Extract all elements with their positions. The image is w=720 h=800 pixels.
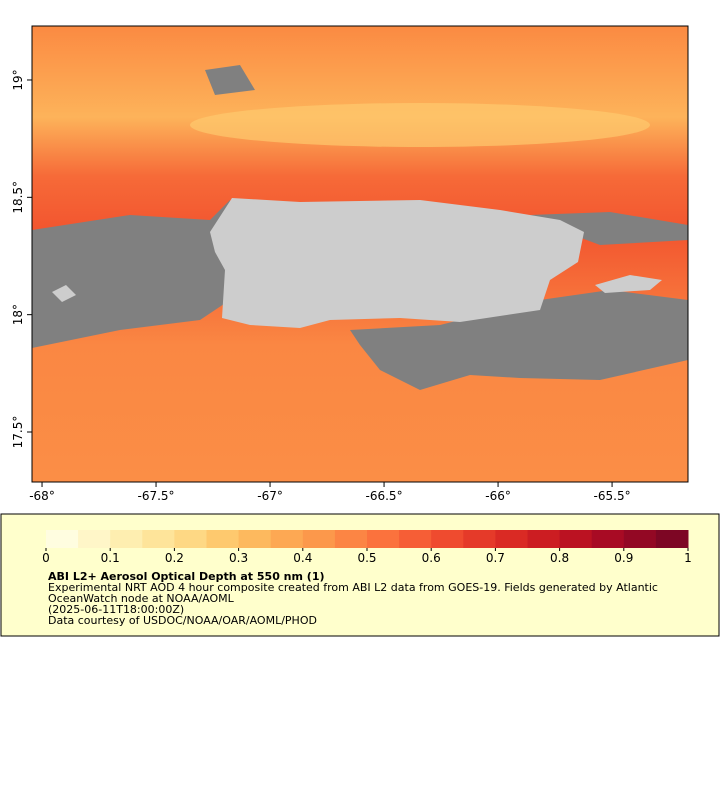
colorbar-segment [367,530,400,548]
colorbar-segment [270,530,304,548]
y-tick-label: 18.5° [11,181,25,214]
colorbar-segment [46,530,79,548]
colorbar-segment [591,530,625,548]
colorbar-segment [334,530,368,548]
colorbar-segment [655,530,689,548]
y-tick-label: 19° [11,69,25,90]
colorbar-segment [302,530,336,548]
colorbar-tick-label: 0.2 [165,551,184,565]
cloud-mask [350,290,688,390]
colorbar-segment [495,530,528,548]
low-aod-band [190,103,650,147]
colorbar-tick-label: 0.5 [357,551,376,565]
y-tick-label: 17.5° [11,416,25,449]
x-tick-label: -65.5° [594,489,631,503]
cloud-mask [205,65,255,95]
colorbar-segment [110,530,143,548]
colorbar-segment [527,530,561,548]
caption-line: Experimental NRT AOD 4 hour composite cr… [48,581,658,605]
x-tick-label: -67.5° [138,489,175,503]
map-frame [31,25,689,483]
colorbar-segment [142,530,175,548]
colorbar-tick-label: 0.4 [293,551,312,565]
x-tick-label: -66° [485,489,511,503]
colorbar-segment [174,530,207,548]
colorbar-segment [463,530,496,548]
colorbar-segment [431,530,464,548]
caption-line: (2025-06-11T18:00:00Z) [48,603,185,616]
land [210,198,584,328]
land [52,285,76,302]
caption: ABI L2+ Aerosol Optical Depth at 550 nm … [48,571,688,626]
colorbar-segment [399,530,432,548]
colorbar-segment [78,530,111,548]
cloud-mask [530,212,688,245]
colorbar-tick-label: 0.8 [550,551,569,565]
colorbar-tick-label: 0.3 [229,551,248,565]
x-tick-label: -66.5° [366,489,403,503]
colorbar-tick-label: 0.9 [614,551,633,565]
land [595,275,662,293]
y-tick-label: 18° [11,304,25,325]
colorbar-segment [623,530,657,548]
cloud-mask [32,200,230,348]
colorbar-tick-label: 1 [684,551,692,565]
colorbar-tick-label: 0.1 [101,551,120,565]
colorbar-segment [206,530,240,548]
caption-title: ABI L2+ Aerosol Optical Depth at 550 nm … [48,570,325,583]
colorbar-segment [559,530,593,548]
colorbar-segment [238,530,272,548]
x-tick-label: -68° [29,489,55,503]
colorbar-tick-label: 0.6 [422,551,441,565]
colorbar-tick-label: 0.7 [486,551,505,565]
caption-line: Data courtesy of USDOC/NOAA/OAR/AOML/PHO… [48,614,317,627]
colorbar-tick-label: 0 [42,551,50,565]
x-tick-label: -67° [257,489,283,503]
